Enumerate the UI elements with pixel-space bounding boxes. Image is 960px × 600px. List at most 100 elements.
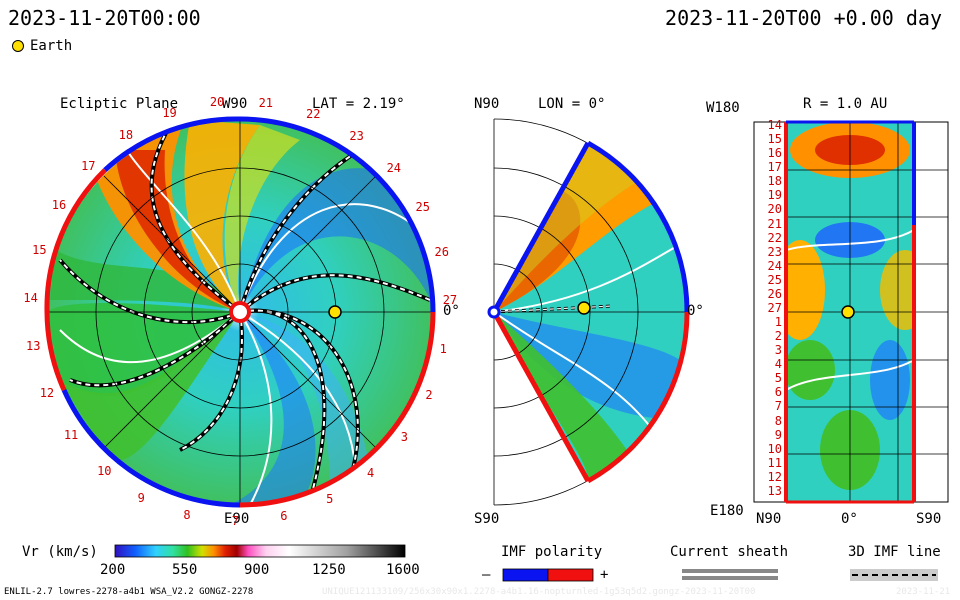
- carrington-day-label: 19: [162, 106, 177, 121]
- imf-polarity-title: IMF polarity: [501, 544, 603, 560]
- radial-row-label: 22: [767, 230, 782, 245]
- meridional-lon: LON = 0°: [538, 96, 606, 112]
- radial-row-label: 17: [767, 160, 782, 175]
- radial-row-label: 9: [774, 427, 782, 442]
- radial-row-label: 19: [767, 188, 782, 203]
- radial-row-label: 24: [767, 258, 782, 273]
- carrington-day-label: 14: [23, 290, 38, 305]
- ecliptic-title: Ecliptic Plane: [60, 96, 179, 112]
- datetime-left: 2023-11-20T00:00: [8, 6, 201, 30]
- radial-surface-plot: [753, 120, 949, 504]
- imf-minus-label: –: [482, 567, 491, 583]
- earth-marker-radial: [841, 305, 855, 319]
- carrington-day-label: 12: [39, 386, 55, 401]
- radial-row-label: 2: [774, 329, 782, 344]
- carrington-day-label: 22: [305, 107, 321, 122]
- meridional-top-label: N90: [474, 96, 500, 112]
- current-sheath-swatch-bottom: [682, 576, 778, 580]
- radial-bottom-left-label: E180: [710, 503, 744, 519]
- carrington-day-label: 11: [63, 428, 79, 443]
- ecliptic-lat: LAT = 2.19°: [312, 96, 405, 112]
- colorbar-tick-550: 550: [172, 562, 198, 578]
- sun-marker: [229, 301, 251, 323]
- carrington-day-label: 23: [349, 129, 364, 144]
- imf-line-title: 3D IMF line: [848, 544, 941, 560]
- radial-title: R = 1.0 AU: [803, 96, 888, 112]
- carrington-day-label: 21: [258, 95, 274, 110]
- footer-stamp: 2023-11-21: [896, 587, 951, 597]
- carrington-day-label: 6: [280, 508, 288, 523]
- meridional-plane-plot: [487, 118, 690, 506]
- radial-row-label: 3: [774, 343, 782, 358]
- carrington-day-label: 3: [400, 430, 408, 445]
- carrington-day-label: 15: [32, 242, 47, 257]
- earth-legend-label: Earth: [30, 38, 73, 54]
- carrington-day-label: 26: [434, 244, 449, 259]
- radial-row-label: 11: [767, 455, 782, 470]
- carrington-day-label: 20: [209, 95, 225, 110]
- radial-row-label: 14: [767, 118, 782, 132]
- carrington-day-label: 2: [425, 388, 433, 403]
- earth-marker-meridional: [577, 301, 591, 315]
- datetime-right: 2023-11-20T00 +0.00 day: [665, 6, 942, 30]
- radial-row-label: 27: [767, 300, 782, 315]
- radial-row-label: 15: [767, 132, 782, 147]
- radial-row-label: 7: [774, 399, 782, 414]
- ecliptic-top-label: W90: [222, 96, 248, 112]
- ecliptic-plane-plot: [44, 116, 436, 508]
- radial-bottom-label-s90: S90: [916, 511, 942, 527]
- carrington-day-label: 25: [415, 200, 430, 215]
- imf-negative-swatch: [502, 568, 549, 582]
- radial-bottom-label-n90: N90: [756, 511, 782, 527]
- carrington-day-label: 24: [386, 160, 402, 175]
- current-sheath-swatch-top: [682, 569, 778, 573]
- ecliptic-bottom-label: E90: [224, 511, 250, 527]
- radial-row-label: 23: [767, 244, 782, 259]
- footer-run-id: UNIQUE121133109/256x30x90x1.2278-a4b1.16…: [322, 587, 756, 597]
- carrington-day-label: 8: [183, 508, 191, 523]
- radial-row-label: 18: [767, 174, 782, 189]
- radial-top-left-label: W180: [706, 100, 740, 116]
- carrington-day-label: 9: [137, 491, 145, 506]
- colorbar-label: Vr (km/s): [22, 544, 98, 560]
- earth-marker-ecliptic: [328, 305, 342, 319]
- radial-row-label: 13: [767, 483, 782, 498]
- radial-row-label: 21: [767, 216, 782, 231]
- footer-model: ENLIL-2.7 lowres-2278-a4b1 WSA_V2.2 GONG…: [4, 587, 254, 597]
- imf-positive-swatch: [547, 568, 594, 582]
- radial-row-label: 16: [767, 146, 782, 161]
- radial-row-label: 8: [774, 413, 782, 428]
- carrington-day-label: 13: [25, 339, 41, 354]
- radial-row-label: 4: [774, 357, 782, 372]
- radial-row-label: 5: [774, 371, 782, 386]
- carrington-day-label: 27: [442, 293, 458, 307]
- radial-row-label: 25: [767, 272, 782, 287]
- carrington-day-label: 16: [51, 197, 67, 212]
- current-sheath-title: Current sheath: [670, 544, 789, 560]
- colorbar-tick-1600: 1600: [386, 562, 420, 578]
- carrington-day-label: 10: [97, 464, 112, 479]
- radial-row-label: 12: [767, 469, 782, 484]
- meridional-bottom-label: S90: [474, 511, 500, 527]
- carrington-day-label: 5: [326, 492, 334, 507]
- carrington-day-label: 7: [231, 513, 239, 528]
- radial-row-label: 10: [767, 441, 782, 456]
- radial-row-label: 20: [767, 202, 782, 217]
- colorbar-tick-200: 200: [100, 562, 126, 578]
- colorbar-tick-900: 900: [244, 562, 270, 578]
- earth-legend-icon: [12, 40, 24, 52]
- carrington-day-label: 18: [118, 127, 134, 142]
- carrington-day-label: 17: [81, 159, 96, 173]
- ecliptic-right-label: 0°: [443, 303, 460, 319]
- colorbar-tick-1250: 1250: [312, 562, 346, 578]
- vr-colorbar: [114, 544, 406, 558]
- radial-row-label: 26: [767, 286, 782, 301]
- radial-bottom-label-0: 0°: [841, 511, 858, 527]
- meridional-right-label: 0°: [687, 303, 704, 319]
- carrington-day-label: 1: [439, 341, 447, 356]
- imf-plus-label: +: [600, 567, 609, 583]
- radial-row-label: 1: [774, 315, 782, 330]
- carrington-day-label: 4: [367, 465, 375, 480]
- radial-row-label: 6: [774, 385, 782, 400]
